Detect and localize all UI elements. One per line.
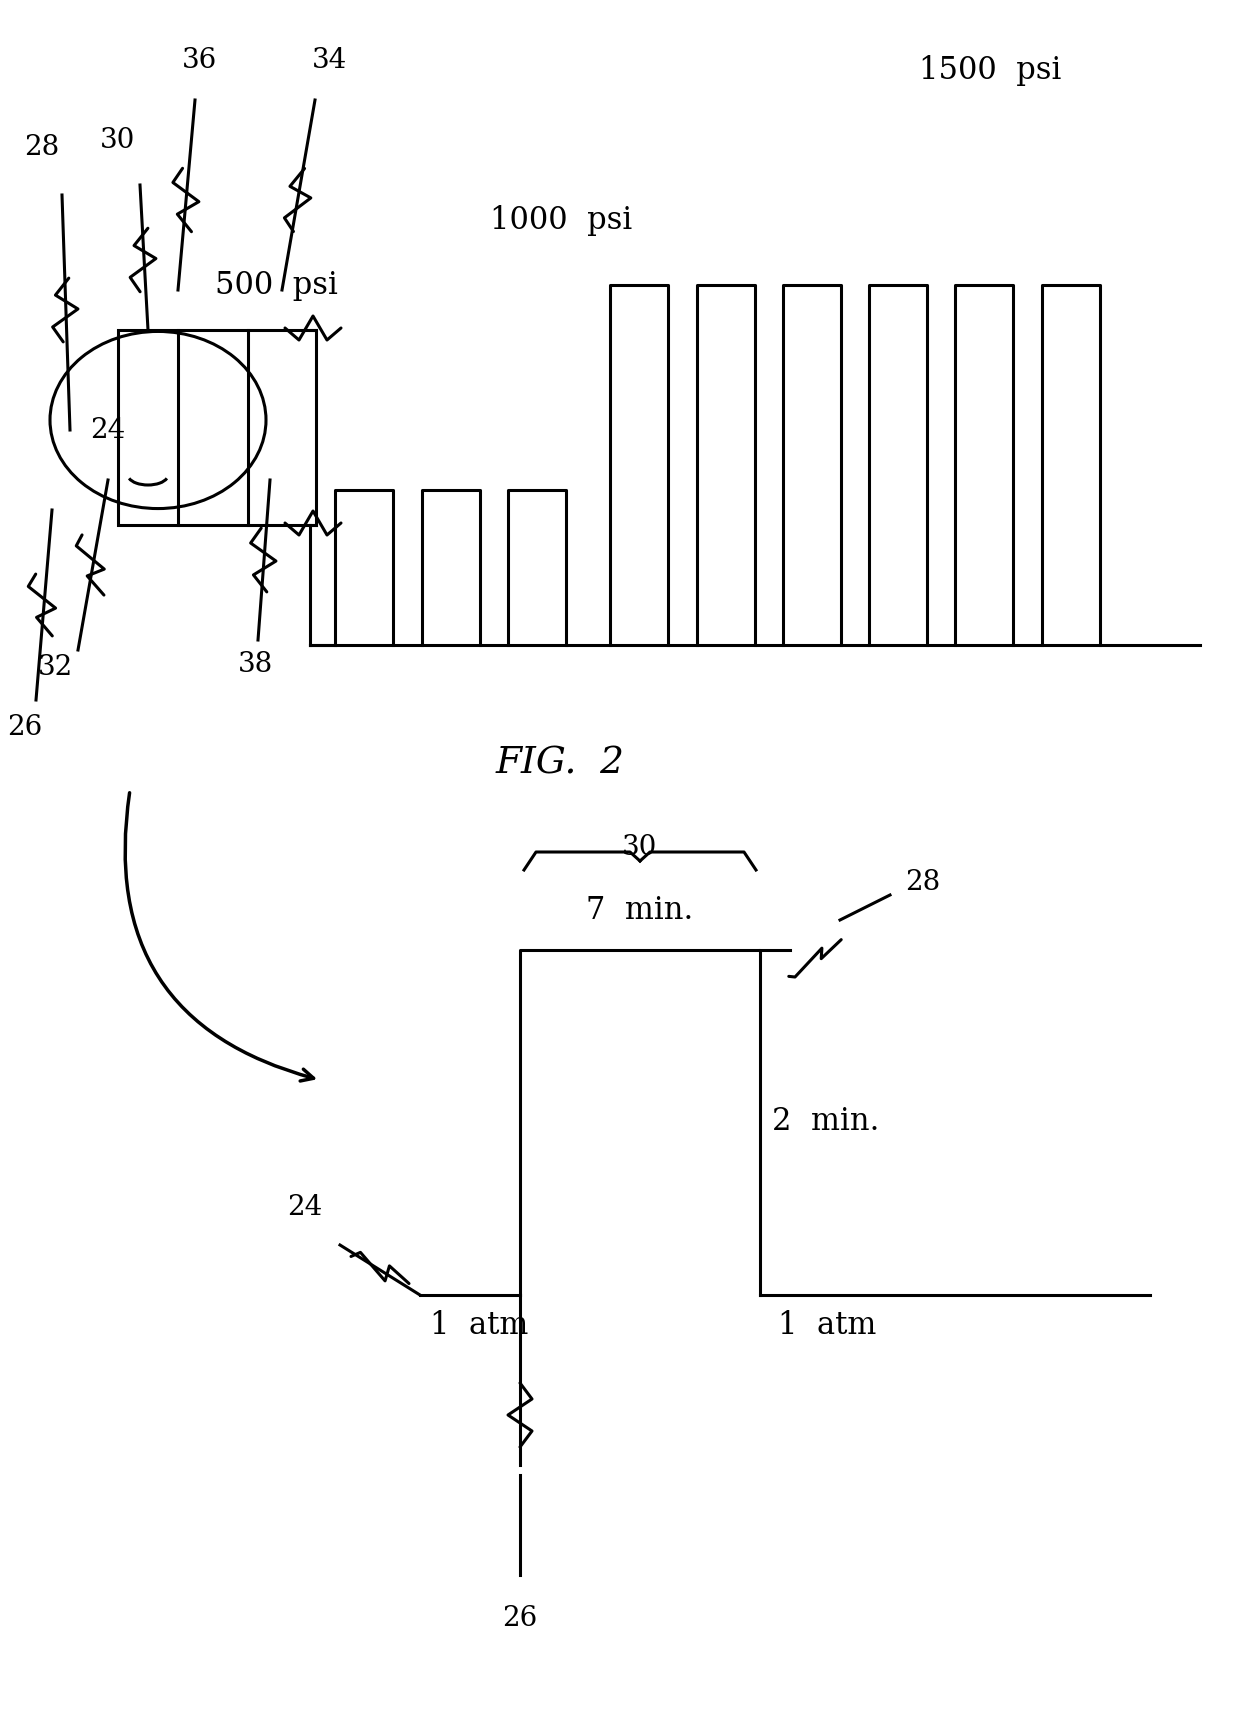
Text: 1  atm: 1 atm bbox=[430, 1311, 528, 1342]
Text: 1000  psi: 1000 psi bbox=[490, 205, 632, 236]
Text: 24: 24 bbox=[288, 1195, 322, 1220]
Text: 28: 28 bbox=[905, 868, 940, 896]
Text: 2  min.: 2 min. bbox=[773, 1106, 879, 1138]
Text: 32: 32 bbox=[37, 655, 73, 680]
Text: 26: 26 bbox=[7, 714, 42, 742]
Text: 1500  psi: 1500 psi bbox=[919, 55, 1061, 85]
Text: 24: 24 bbox=[91, 417, 125, 444]
Text: 38: 38 bbox=[237, 651, 273, 678]
Bar bbox=[118, 330, 179, 525]
Text: 34: 34 bbox=[312, 48, 347, 73]
Text: 36: 36 bbox=[182, 48, 218, 73]
Text: 28: 28 bbox=[25, 133, 60, 161]
Text: FIG.  2: FIG. 2 bbox=[496, 745, 625, 781]
Text: 30: 30 bbox=[622, 834, 657, 861]
Text: 30: 30 bbox=[100, 126, 135, 154]
Text: 1  atm: 1 atm bbox=[777, 1311, 877, 1342]
Bar bbox=[248, 330, 316, 525]
Text: 500  psi: 500 psi bbox=[215, 270, 337, 301]
Text: 26: 26 bbox=[502, 1605, 538, 1632]
Text: 7  min.: 7 min. bbox=[587, 896, 693, 926]
